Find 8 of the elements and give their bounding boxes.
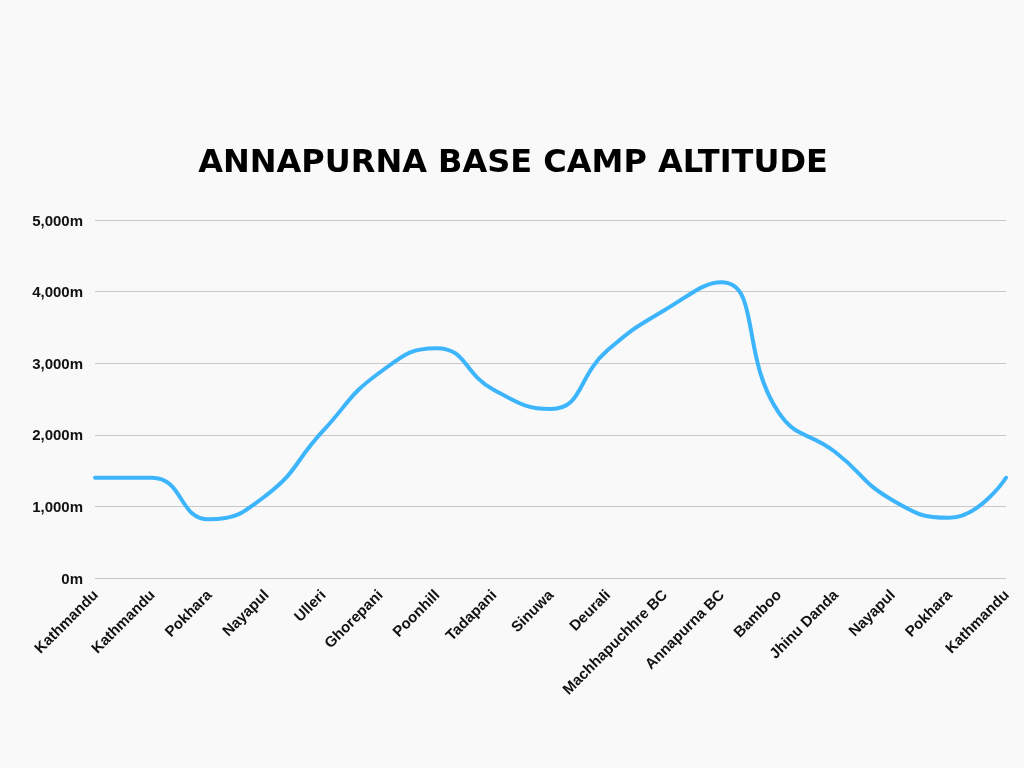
y-tick-label: 0m bbox=[61, 569, 83, 587]
y-tick-label: 2,000m bbox=[32, 426, 83, 444]
y-tick-label: 5,000m bbox=[32, 211, 83, 229]
y-tick-label: 3,000m bbox=[32, 354, 83, 372]
chart-title: ANNAPURNA BASE CAMP ALTITUDE bbox=[198, 142, 828, 180]
y-tick-label: 4,000m bbox=[32, 283, 83, 301]
y-tick-label: 1,000m bbox=[32, 497, 83, 515]
line-series bbox=[93, 280, 1008, 522]
